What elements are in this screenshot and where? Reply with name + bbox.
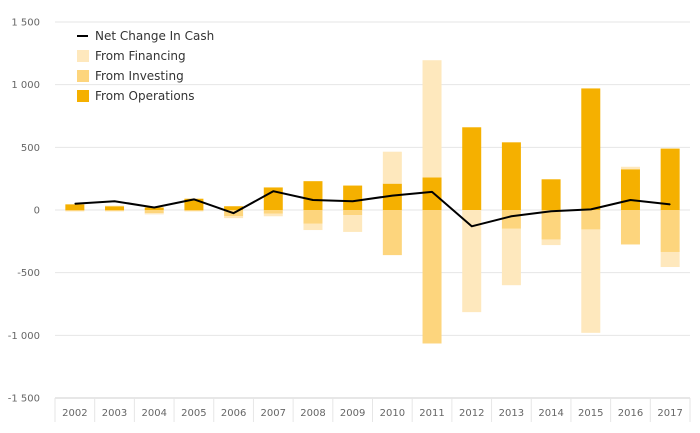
bar-from-investing-2014: [541, 210, 561, 240]
net-change-point-2010: [391, 195, 393, 197]
bar-from-investing-2011: [422, 210, 442, 344]
bar-from-financing-2013: [501, 228, 521, 286]
net-change-point-2007: [272, 190, 274, 192]
bar-from-investing-2002: [65, 210, 85, 212]
x-tick-label: 2006: [221, 408, 246, 419]
bar-from-operations-2002: [65, 204, 85, 210]
y-tick-label: 1 000: [11, 80, 40, 91]
bar-from-financing-2008: [303, 223, 323, 231]
net-change-line: [74, 190, 671, 228]
bar-from-financing-2016: [620, 166, 640, 170]
y-tick-label: 0: [34, 206, 40, 217]
bar-from-operations-2011: [422, 177, 442, 210]
legend-label-from-investing: From Investing: [95, 69, 184, 83]
net-change-point-2002: [74, 203, 76, 205]
x-tick-label: 2014: [538, 408, 563, 419]
legend-label-from-financing: From Financing: [95, 49, 186, 63]
net-change-point-2008: [312, 199, 314, 201]
legend: Net Change In Cash From Financing From Inv…: [77, 29, 214, 103]
net-change-point-2006: [233, 212, 235, 214]
x-tick-label: 2012: [459, 408, 484, 419]
bar-from-operations-2004: [144, 207, 164, 210]
x-tick-label: 2016: [618, 408, 643, 419]
net-change-point-2003: [114, 200, 116, 202]
net-change-point-2015: [590, 208, 592, 210]
x-tick-label: 2011: [419, 408, 444, 419]
legend-label-net-change-in-cash: Net Change In Cash: [95, 29, 214, 43]
y-tick-label: 1 500: [11, 18, 40, 29]
bar-from-investing-2008: [303, 210, 323, 224]
x-tick-label: 2010: [380, 408, 405, 419]
x-tick-label: 2003: [102, 408, 127, 419]
net-change-point-2013: [510, 215, 512, 217]
y-tick-label: -1 500: [8, 394, 40, 405]
net-change-line-layer: [74, 190, 671, 228]
legend-swatch-from-financing: [77, 50, 89, 62]
x-tick-label: 2017: [657, 408, 682, 419]
x-tick-label: 2004: [141, 408, 166, 419]
bar-from-operations-2016: [620, 169, 640, 210]
bar-from-investing-2015: [581, 210, 601, 230]
legend-swatch-from-investing: [77, 70, 89, 82]
bar-from-investing-2013: [501, 210, 521, 229]
y-tick-label: 500: [21, 143, 40, 154]
net-change-point-2012: [471, 225, 473, 227]
bar-from-operations-2009: [343, 185, 363, 210]
x-tick-label: 2005: [181, 408, 206, 419]
x-tick-label: 2009: [340, 408, 365, 419]
y-tick-label: -500: [17, 268, 40, 279]
bar-from-financing-2014: [541, 239, 561, 246]
x-tick-label: 2002: [62, 408, 87, 419]
x-tick-label: 2015: [578, 408, 603, 419]
bar-from-financing-2011: [422, 60, 442, 178]
bar-from-operations-2012: [462, 127, 482, 210]
x-axis: 2002 2003 2004 2005 2006 2007 2008 2009 2010 2011…: [54, 398, 691, 422]
bar-from-financing-2009: [343, 215, 363, 232]
bar-from-operations-2003: [105, 206, 125, 210]
bar-from-investing-2009: [343, 210, 363, 216]
net-change-point-2016: [629, 199, 631, 201]
bar-from-financing-2017: [660, 251, 680, 268]
bar-from-investing-2004: [144, 210, 164, 214]
bar-from-operations-2013: [501, 142, 521, 210]
bar-from-operations-2014: [541, 179, 561, 210]
bars: [65, 60, 680, 344]
y-tick-label: -1 000: [8, 331, 40, 342]
net-change-point-2004: [153, 206, 155, 208]
bar-from-investing-2007: [263, 210, 283, 214]
bar-from-operations-2015: [581, 88, 601, 210]
net-change-point-2009: [352, 200, 354, 202]
bar-from-investing-2016: [620, 210, 640, 245]
bar-from-financing-2007: [263, 213, 283, 217]
bar-from-investing-2010: [382, 210, 402, 256]
bar-from-financing-2006: [224, 216, 244, 219]
bar-from-investing-2005: [184, 210, 204, 212]
legend-swatch-from-operations: [77, 90, 89, 102]
x-tick-label: 2007: [261, 408, 286, 419]
bar-from-investing-2003: [105, 210, 125, 212]
x-tick-label: 2013: [499, 408, 524, 419]
bar-from-operations-2006: [224, 206, 244, 210]
legend-label-from-operations: From Operations: [95, 89, 195, 103]
bar-from-financing-2015: [581, 229, 601, 333]
net-change-point-2011: [431, 191, 433, 193]
x-tick-label: 2008: [300, 408, 325, 419]
bar-from-financing-2004: [144, 213, 164, 215]
net-change-point-2005: [193, 198, 195, 200]
bar-from-financing-2010: [382, 151, 402, 184]
bar-from-financing-2012: [462, 210, 482, 313]
bar-from-operations-2005: [184, 198, 204, 210]
net-change-point-2017: [669, 203, 671, 205]
bar-from-investing-2017: [660, 210, 680, 252]
bar-from-financing-2003: [105, 205, 125, 207]
bar-from-operations-2017: [660, 148, 680, 210]
bar-from-operations-2010: [382, 183, 402, 210]
net-change-point-2014: [550, 210, 552, 212]
bar-from-operations-2008: [303, 181, 323, 210]
y-axis: 1 500 1 000 500 0 -500 -1 000 -1 500: [8, 18, 40, 405]
